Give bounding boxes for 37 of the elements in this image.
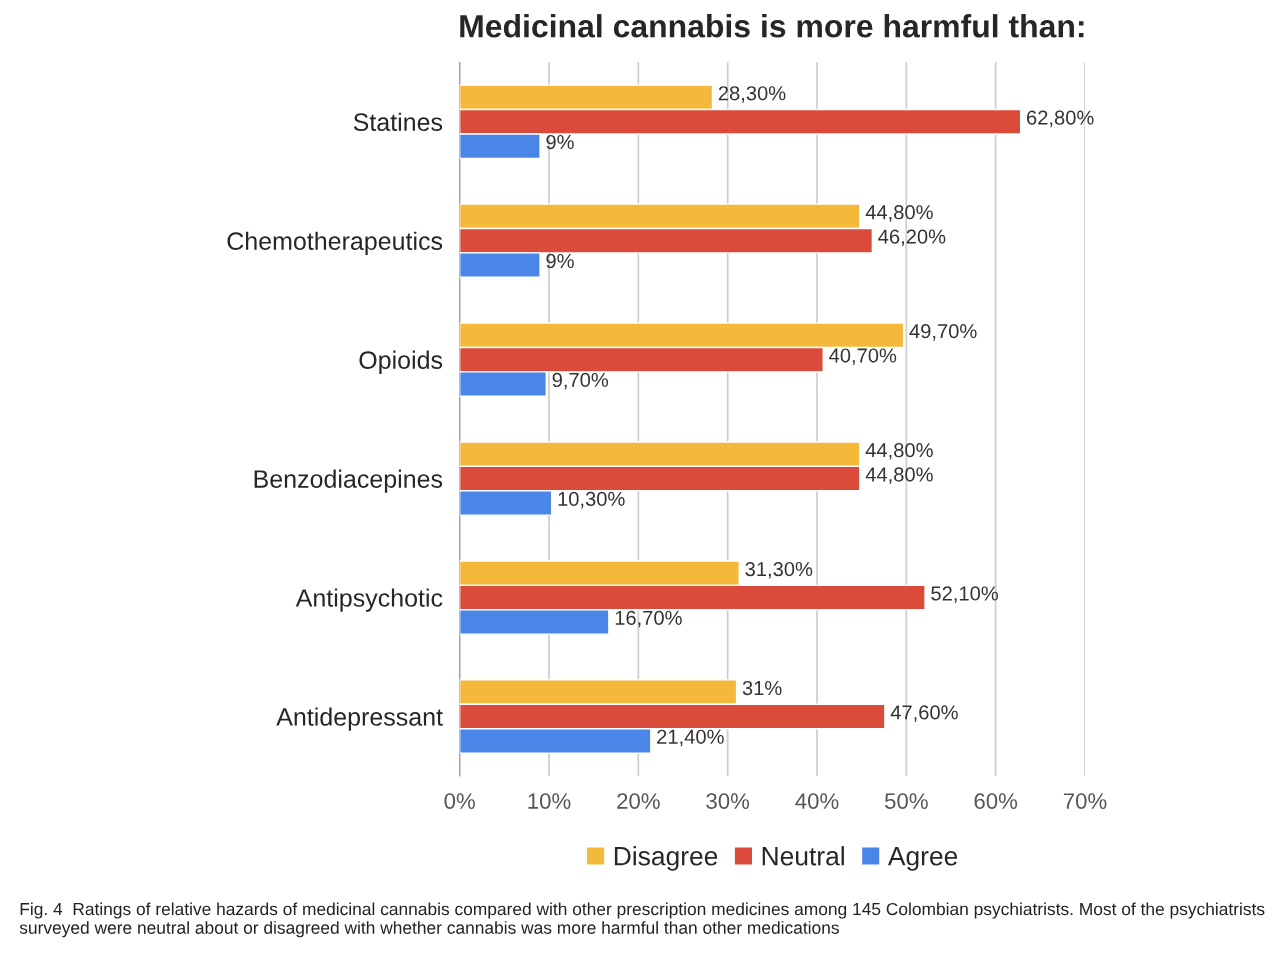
data-label: 31%: [742, 680, 782, 696]
data-label: 49,70%: [909, 324, 977, 341]
y-tick-label: Statines: [353, 112, 443, 132]
y-tick-label: Chemotherapeutics: [227, 231, 443, 255]
legend-label: Disagree: [614, 846, 718, 871]
chart-title: Medicinal cannabis is more harmful than:: [460, 14, 1084, 38]
data-label: 44,80%: [865, 442, 933, 460]
data-label: 47,60%: [890, 705, 958, 722]
data-label: 10,30%: [558, 491, 625, 509]
data-label: 40,70%: [829, 348, 897, 366]
legend-label: Neutral: [762, 846, 844, 866]
y-tick-label: Antidepressant: [276, 707, 443, 731]
data-label: 44,80%: [865, 467, 933, 485]
x-tick-label: 20%: [617, 793, 660, 809]
data-label: 62,80%: [1027, 110, 1094, 128]
data-label: 44,80%: [865, 205, 933, 222]
x-tick-label: 60%: [974, 793, 1018, 809]
x-tick-label: 70%: [1063, 793, 1107, 809]
x-tick-label: 50%: [884, 793, 928, 809]
data-label: 9%: [546, 134, 574, 150]
y-tick-label: Opioids: [359, 350, 443, 374]
x-tick-label: 30%: [706, 793, 750, 809]
caption: Fig. 4 Ratings of relative hazards of medicinal cannabis compared with other prescription medicines among 145 Colombian psychiatrists. Most of the psychiatrists surveyed were neutral about or disagreed with whether cannabis was more harmful than other medications: [19, 902, 1265, 938]
data-label: 31,30%: [745, 561, 813, 579]
data-label: 21,40%: [657, 729, 724, 747]
x-tick-label: 10%: [528, 793, 571, 809]
data-label: 9,70%: [552, 372, 609, 390]
data-label: 16,70%: [615, 610, 682, 628]
data-label: 9%: [546, 253, 574, 269]
y-tick-label: Antipsychotic: [295, 588, 443, 612]
data-label: 46,20%: [878, 229, 946, 247]
x-tick-label: 0%: [444, 793, 475, 809]
data-label: 28,30%: [718, 86, 786, 103]
data-label: 52,10%: [931, 586, 999, 603]
legend-label: Agree: [887, 847, 958, 871]
y-tick-label: Benzodiacepines: [254, 469, 443, 493]
x-tick-label: 40%: [795, 793, 839, 809]
